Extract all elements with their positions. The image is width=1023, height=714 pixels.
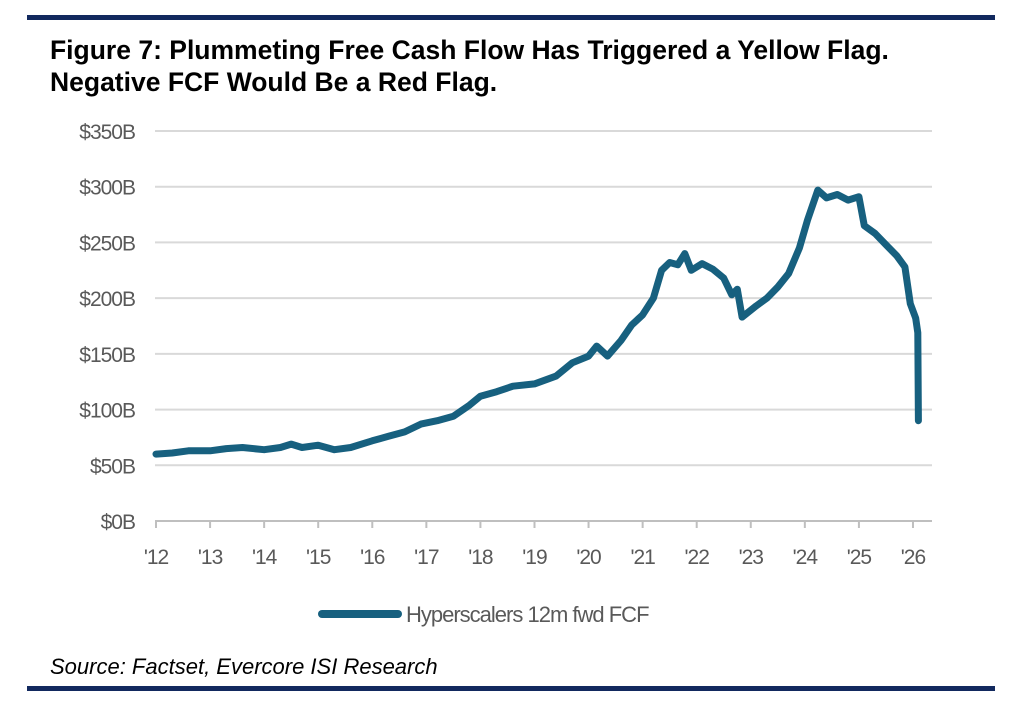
data-point	[857, 195, 860, 198]
x-tick-label: '21	[630, 546, 655, 569]
legend: Hyperscalers 12m fwd FCF	[318, 602, 650, 627]
series-line-hyperscalers-fcf	[152, 186, 922, 458]
data-point	[676, 263, 679, 266]
data-point	[816, 189, 819, 192]
data-point	[884, 243, 887, 246]
data-point	[722, 277, 725, 280]
data-point	[741, 316, 744, 319]
x-tick-label: '12	[144, 546, 169, 569]
data-point	[468, 404, 471, 407]
data-point	[776, 286, 779, 288]
bottom-rule	[27, 686, 995, 691]
y-tick-label: $250B	[79, 232, 135, 255]
data-point	[403, 430, 406, 433]
data-point	[736, 288, 739, 291]
x-tick-label: '23	[739, 546, 764, 569]
data-point	[755, 304, 758, 307]
x-tick-label: '18	[468, 546, 493, 569]
y-tick-label: $350B	[79, 121, 135, 144]
top-rule	[27, 15, 995, 20]
data-point	[668, 261, 671, 264]
y-tick-label: $150B	[79, 344, 135, 367]
data-point	[555, 375, 558, 378]
data-point	[371, 439, 374, 442]
x-tick-label: '13	[198, 546, 223, 569]
data-point	[711, 268, 714, 271]
source-note: Source: Factset, Evercore ISI Research	[50, 654, 438, 679]
data-point	[300, 446, 303, 449]
data-point	[511, 385, 514, 388]
x-tick-label: '20	[576, 546, 601, 569]
data-point	[317, 444, 320, 447]
data-point	[909, 302, 912, 305]
data-point	[863, 224, 866, 227]
x-tick-label: '17	[414, 546, 439, 569]
data-point	[914, 317, 917, 320]
data-point	[495, 390, 498, 393]
data-point	[806, 219, 809, 222]
data-point	[641, 313, 644, 316]
data-point	[917, 419, 920, 422]
data-point	[171, 452, 174, 455]
data-point	[263, 448, 266, 451]
data-point	[225, 447, 228, 450]
data-point	[874, 232, 877, 235]
x-tick-label: '26	[901, 546, 926, 569]
data-point	[620, 339, 623, 342]
x-tick-label: '19	[522, 546, 547, 569]
data-point	[916, 331, 919, 334]
x-tick-label: '22	[685, 546, 710, 569]
data-point	[279, 446, 282, 449]
data-point	[571, 361, 574, 364]
data-point	[333, 448, 336, 451]
x-tick-label: '16	[360, 546, 385, 569]
data-point	[683, 252, 686, 255]
y-tick-label: $200B	[79, 288, 135, 311]
data-point	[630, 323, 633, 326]
data-point	[187, 449, 190, 452]
data-point	[825, 196, 828, 199]
data-point	[155, 453, 157, 456]
data-point	[241, 446, 244, 449]
x-tick-label: '25	[847, 546, 872, 569]
data-point	[290, 443, 293, 446]
y-tick-label: $0B	[101, 511, 135, 534]
data-point	[452, 415, 455, 418]
x-tick-label: '24	[793, 546, 819, 569]
data-point	[730, 293, 733, 296]
data-point	[419, 423, 422, 426]
x-tick-label: '15	[306, 546, 331, 569]
figure-title: Figure 7: Plummeting Free Cash Flow Has …	[50, 35, 889, 97]
data-point	[765, 297, 768, 300]
data-point	[587, 355, 590, 358]
data-point	[436, 419, 439, 422]
data-point	[903, 265, 906, 268]
data-point	[895, 254, 898, 257]
legend-label: Hyperscalers 12m fwd FCF	[406, 602, 649, 627]
y-tick-label: $300B	[79, 177, 135, 200]
y-tick-label: $50B	[90, 455, 135, 478]
data-point	[701, 262, 704, 265]
y-tick-label: $100B	[79, 400, 135, 423]
x-tick-label: '14	[252, 546, 278, 569]
data-point	[847, 199, 850, 202]
data-point	[798, 247, 801, 249]
data-point	[479, 395, 482, 398]
data-point	[349, 446, 352, 449]
data-point	[209, 449, 212, 452]
data-point	[836, 193, 839, 196]
data-point	[533, 382, 536, 385]
data-point	[595, 345, 598, 348]
data-point	[787, 272, 790, 275]
data-point	[652, 297, 655, 300]
data-point	[387, 435, 390, 438]
data-point	[690, 269, 693, 272]
data-point	[660, 269, 663, 272]
data-point	[606, 355, 609, 358]
